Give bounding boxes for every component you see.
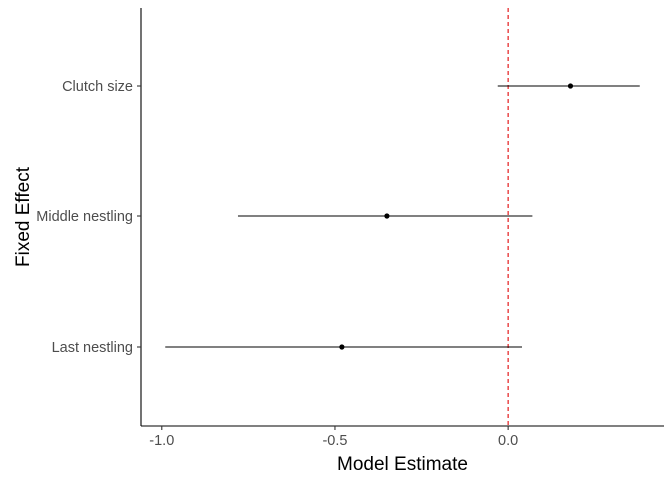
y-tick-label: Last nestling	[52, 340, 133, 356]
x-tick-label: -1.0	[149, 433, 174, 449]
estimate-point	[339, 344, 345, 350]
x-axis-title: Model Estimate	[337, 454, 468, 475]
y-axis: Clutch size Middle nestling Last nestling	[36, 8, 142, 426]
x-tick-label: 0.0	[498, 433, 518, 449]
x-tick-label: -0.5	[322, 433, 347, 449]
estimate-marks	[165, 83, 640, 350]
x-axis: -1.0 -0.5 0.0	[141, 425, 664, 449]
y-tick-label: Clutch size	[62, 79, 133, 95]
y-axis-title: Fixed Effect	[13, 166, 34, 267]
estimate-point	[567, 83, 574, 89]
estimate-point	[384, 213, 390, 219]
y-tick-label: Middle nestling	[36, 209, 133, 225]
